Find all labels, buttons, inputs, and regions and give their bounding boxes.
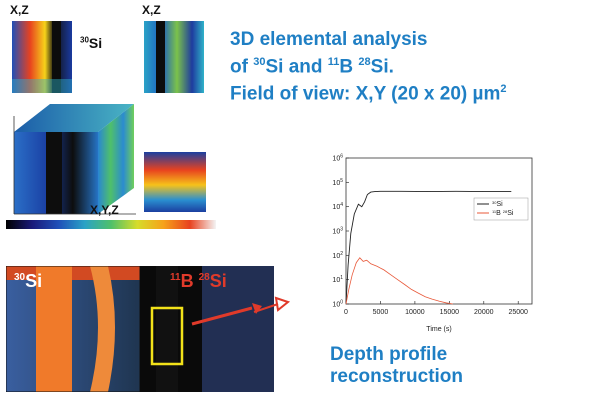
y-tick-label: 106	[332, 154, 343, 163]
caption-line2: reconstruction	[330, 366, 463, 388]
xz-slice-image-left	[12, 21, 72, 93]
side-slice-image	[144, 152, 206, 212]
y-tick-label: 103	[332, 227, 343, 236]
headline-line3: Field of view: X,Y (20 x 20) µm2	[230, 78, 506, 105]
color-scale-bar	[6, 220, 216, 229]
caption: Depth profile reconstruction	[330, 344, 463, 388]
y-tick-label: 104	[332, 202, 343, 211]
depth-profile-chart: 100 101 102 103 104 105 106 0 5000 10000 15000 200…	[318, 150, 540, 336]
y-tick-label: 100	[332, 300, 343, 309]
x-axis-label: Time (s)	[426, 326, 451, 333]
img-si30-label: 30Si	[14, 272, 42, 290]
xz-slice-image-right	[144, 21, 204, 93]
si30-label: 30Si	[80, 36, 102, 50]
img-b-si28-label: 11B 28Si	[170, 272, 227, 290]
xyz-label: X,Y,Z	[90, 204, 119, 216]
y-tick-label: 101	[332, 275, 343, 284]
x-tick-label: 15000	[440, 309, 460, 316]
x-tick-label: 20000	[474, 309, 494, 316]
x-tick-label: 25000	[508, 309, 528, 316]
headline-line2: of 30Si and 11B 28Si.	[230, 51, 506, 78]
link-arrow	[252, 294, 292, 324]
x-tick-label: 5000	[373, 309, 389, 316]
y-tick-label: 105	[332, 178, 343, 187]
y-tick-label: 102	[332, 251, 343, 260]
caption-line1: Depth profile	[330, 344, 463, 366]
headline: 3D elemental analysis of 30Si and 11B 28…	[230, 28, 506, 106]
headline-line1: 3D elemental analysis	[230, 28, 506, 51]
x-tick-label: 0	[344, 309, 348, 316]
xz-label-right: X,Z	[142, 4, 161, 16]
plot-frame	[346, 158, 532, 304]
xz-label-left: X,Z	[10, 4, 29, 16]
x-tick-label: 10000	[405, 309, 425, 316]
